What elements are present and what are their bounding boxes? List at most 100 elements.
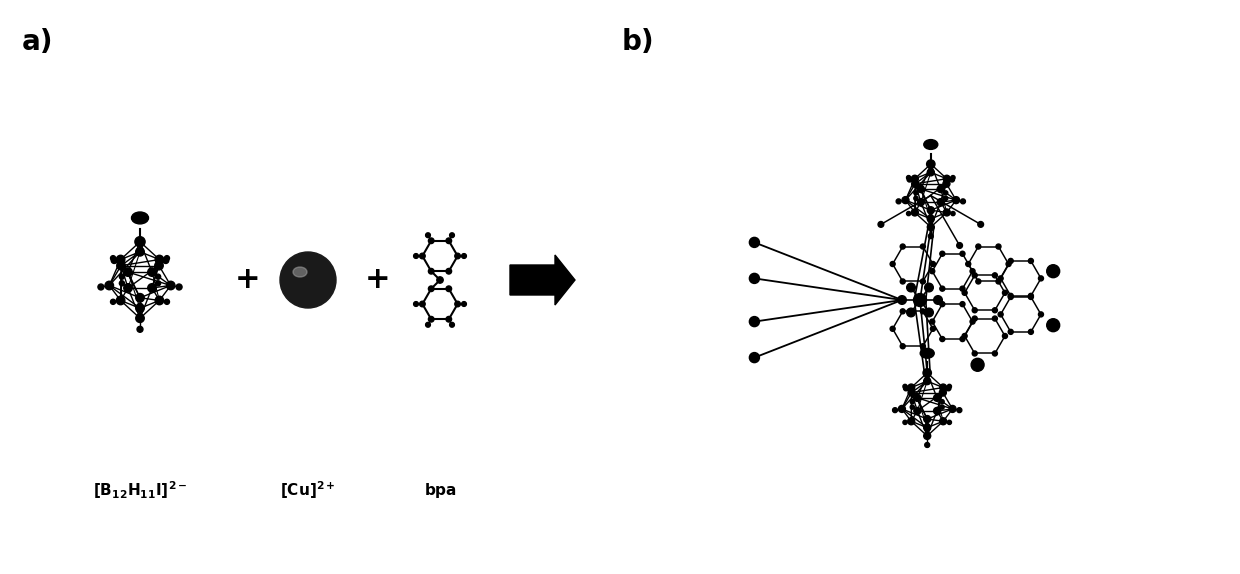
Circle shape <box>428 238 434 243</box>
Circle shape <box>110 299 115 304</box>
Circle shape <box>998 276 1003 281</box>
Circle shape <box>976 279 981 284</box>
Circle shape <box>135 236 145 247</box>
Circle shape <box>949 405 956 413</box>
Circle shape <box>962 333 967 339</box>
Circle shape <box>992 273 997 278</box>
Circle shape <box>976 244 981 249</box>
Circle shape <box>893 408 898 413</box>
Circle shape <box>944 209 950 216</box>
Circle shape <box>117 255 125 264</box>
Circle shape <box>951 211 955 216</box>
Circle shape <box>461 301 466 307</box>
Circle shape <box>112 258 118 263</box>
Circle shape <box>928 215 934 222</box>
Circle shape <box>930 319 935 324</box>
Circle shape <box>1002 290 1007 295</box>
Circle shape <box>929 223 932 227</box>
Text: $\mathbf{[B_{12}H_{11}I]^{2-}}$: $\mathbf{[B_{12}H_{11}I]^{2-}}$ <box>93 479 187 501</box>
Circle shape <box>1047 265 1060 278</box>
Circle shape <box>934 296 942 304</box>
Circle shape <box>940 336 945 342</box>
Circle shape <box>908 177 913 182</box>
Circle shape <box>914 293 926 307</box>
Circle shape <box>934 394 941 401</box>
Circle shape <box>900 344 905 349</box>
Circle shape <box>450 323 454 327</box>
Ellipse shape <box>131 212 149 224</box>
Circle shape <box>155 261 164 270</box>
Circle shape <box>908 389 915 396</box>
Circle shape <box>138 327 143 332</box>
Circle shape <box>898 296 906 304</box>
Circle shape <box>749 273 759 284</box>
Circle shape <box>1008 294 1013 300</box>
Circle shape <box>901 197 909 204</box>
Circle shape <box>903 420 908 424</box>
Circle shape <box>446 286 451 292</box>
Circle shape <box>1006 262 1011 266</box>
Circle shape <box>925 443 930 448</box>
Circle shape <box>908 384 915 391</box>
Circle shape <box>970 269 975 274</box>
Circle shape <box>944 196 947 200</box>
Circle shape <box>138 303 143 309</box>
Circle shape <box>1008 293 1013 298</box>
Circle shape <box>924 416 931 422</box>
Circle shape <box>900 279 905 284</box>
Circle shape <box>119 281 124 286</box>
Circle shape <box>897 199 901 204</box>
Circle shape <box>914 196 918 200</box>
Circle shape <box>135 293 144 302</box>
Circle shape <box>928 224 934 231</box>
Circle shape <box>436 277 443 283</box>
Ellipse shape <box>924 139 937 149</box>
Circle shape <box>1047 319 1060 332</box>
Circle shape <box>940 418 946 425</box>
Circle shape <box>105 281 114 290</box>
Circle shape <box>165 299 170 304</box>
Circle shape <box>135 314 144 323</box>
Circle shape <box>749 352 759 363</box>
Circle shape <box>155 281 161 286</box>
Circle shape <box>148 268 156 276</box>
Circle shape <box>978 222 983 227</box>
Circle shape <box>960 286 965 291</box>
Circle shape <box>946 386 951 391</box>
Polygon shape <box>510 255 575 305</box>
Circle shape <box>455 253 460 259</box>
Circle shape <box>944 191 947 195</box>
Circle shape <box>972 351 977 356</box>
Circle shape <box>749 238 759 247</box>
Circle shape <box>900 244 905 249</box>
Circle shape <box>1038 312 1044 317</box>
Circle shape <box>138 242 143 247</box>
Circle shape <box>972 316 977 321</box>
Circle shape <box>918 185 925 192</box>
Circle shape <box>992 351 997 356</box>
Text: b): b) <box>622 28 655 56</box>
Circle shape <box>903 385 908 389</box>
Circle shape <box>117 261 125 270</box>
Circle shape <box>942 180 950 187</box>
Circle shape <box>155 296 164 305</box>
Circle shape <box>1028 329 1033 335</box>
Circle shape <box>878 222 884 227</box>
Text: +: + <box>366 266 391 294</box>
Circle shape <box>414 301 418 307</box>
Circle shape <box>890 262 895 266</box>
Circle shape <box>911 175 919 182</box>
Circle shape <box>966 262 971 266</box>
Ellipse shape <box>920 348 934 358</box>
Circle shape <box>148 284 156 292</box>
Circle shape <box>940 286 945 291</box>
Circle shape <box>940 301 945 307</box>
Circle shape <box>1038 276 1044 281</box>
Circle shape <box>911 209 919 216</box>
Circle shape <box>176 284 182 290</box>
Circle shape <box>929 215 934 220</box>
Circle shape <box>924 424 931 431</box>
Circle shape <box>906 211 910 216</box>
Text: +: + <box>236 266 260 294</box>
Circle shape <box>910 405 914 409</box>
